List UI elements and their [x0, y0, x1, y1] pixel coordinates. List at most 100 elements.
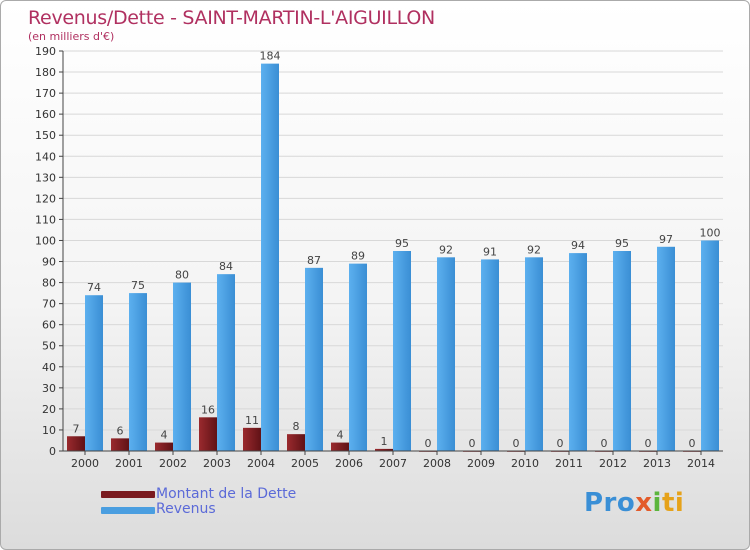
proxiti-logo: Proxiti: [584, 488, 685, 518]
revenue-value-label: 75: [131, 279, 145, 292]
revenue-value-label: 84: [219, 260, 233, 273]
revenue-bar: [437, 257, 455, 451]
revenue-bar: [393, 251, 411, 451]
y-tick-label: 130: [35, 171, 56, 184]
x-tick-label: 2009: [467, 457, 495, 470]
revenue-value-label: 80: [175, 269, 189, 282]
y-tick-label: 60: [42, 319, 56, 332]
revenue-value-label: 89: [351, 250, 365, 263]
x-tick-label: 2005: [291, 457, 319, 470]
x-tick-label: 2004: [247, 457, 275, 470]
y-tick-label: 100: [35, 234, 56, 247]
x-tick-label: 2010: [511, 457, 539, 470]
revenue-value-label: 184: [260, 50, 281, 63]
revenue-bar: [85, 295, 103, 451]
y-tick-label: 90: [42, 256, 56, 269]
y-tick-label: 20: [42, 403, 56, 416]
revenue-bar: [217, 274, 235, 451]
x-tick-label: 2003: [203, 457, 231, 470]
debt-value-label: 7: [73, 422, 80, 435]
x-tick-label: 2006: [335, 457, 363, 470]
y-tick-label: 190: [35, 45, 56, 58]
debt-value-label: 4: [161, 429, 168, 442]
y-tick-label: 0: [49, 445, 56, 458]
revenue-value-label: 92: [439, 243, 453, 256]
revenue-bar: [569, 253, 587, 451]
y-tick-label: 160: [35, 108, 56, 121]
legend-swatch-revenue: [101, 507, 155, 514]
debt-value-label: 11: [245, 414, 259, 427]
debt-bar: [199, 417, 217, 451]
y-tick-label: 10: [42, 424, 56, 437]
debt-value-label: 0: [425, 437, 432, 450]
revenue-value-label: 100: [700, 226, 721, 239]
revenue-value-label: 74: [87, 281, 101, 294]
debt-value-label: 4: [337, 429, 344, 442]
y-tick-label: 80: [42, 277, 56, 290]
debt-bar: [155, 442, 173, 451]
y-tick-label: 170: [35, 87, 56, 100]
x-tick-label: 2002: [159, 457, 187, 470]
y-tick-label: 140: [35, 150, 56, 163]
y-tick-label: 50: [42, 340, 56, 353]
debt-value-label: 0: [513, 437, 520, 450]
debt-value-label: 0: [689, 437, 696, 450]
chart-title: Revenus/Dette - SAINT-MARTIN-L'AIGUILLON: [28, 7, 435, 29]
revenue-value-label: 95: [615, 237, 629, 250]
revenue-bar: [305, 267, 323, 451]
debt-bar: [331, 442, 349, 451]
y-tick-label: 120: [35, 192, 56, 205]
debt-value-label: 8: [293, 420, 300, 433]
x-tick-label: 2007: [379, 457, 407, 470]
debt-value-label: 0: [469, 437, 476, 450]
revenue-bar: [481, 259, 499, 451]
debt-value-label: 0: [601, 437, 608, 450]
y-tick-label: 150: [35, 129, 56, 142]
bars: [67, 63, 719, 452]
revenue-bar: [657, 246, 675, 451]
y-tick-label: 180: [35, 66, 56, 79]
revenue-value-label: 92: [527, 243, 541, 256]
debt-value-label: 1: [381, 435, 388, 448]
revenue-value-label: 87: [307, 254, 321, 267]
x-tick-label: 2011: [555, 457, 583, 470]
debt-bar: [67, 436, 85, 451]
chart-subtitle: (en milliers d'€): [28, 30, 115, 43]
revenue-bar: [261, 63, 279, 451]
legend-label-revenue: Revenus: [156, 501, 216, 517]
debt-value-label: 0: [645, 437, 652, 450]
x-tick-label: 2000: [71, 457, 99, 470]
revenue-bar: [129, 293, 147, 451]
axes: 0102030405060708090100110120130140150160…: [35, 45, 723, 470]
revenue-bar: [525, 257, 543, 451]
y-tick-label: 30: [42, 382, 56, 395]
debt-value-label: 16: [201, 403, 215, 416]
debt-bar: [375, 448, 393, 451]
debt-bar: [243, 427, 261, 451]
y-tick-label: 110: [35, 213, 56, 226]
x-tick-label: 2012: [599, 457, 627, 470]
debt-bar: [287, 434, 305, 451]
debt-value-label: 6: [117, 424, 124, 437]
y-tick-label: 40: [42, 361, 56, 374]
x-tick-label: 2008: [423, 457, 451, 470]
revenue-value-label: 91: [483, 245, 497, 258]
debt-value-label: 0: [557, 437, 564, 450]
revenue-value-label: 94: [571, 239, 585, 252]
revenue-bar: [701, 240, 719, 451]
legend-label-debt: Montant de la Dette: [156, 486, 297, 502]
x-tick-label: 2001: [115, 457, 143, 470]
revenue-value-label: 95: [395, 237, 409, 250]
x-tick-label: 2014: [687, 457, 715, 470]
data-labels: 7 74 6 75 4 80 16 84 11 184 8 87 4 89 1 95 0 92 0 91 0 92 0 94 0…: [73, 50, 721, 450]
revenue-bar: [613, 251, 631, 451]
legend-swatch-debt: [101, 491, 155, 498]
y-tick-label: 70: [42, 298, 56, 311]
debt-bar: [111, 438, 129, 451]
revenue-value-label: 97: [659, 233, 673, 246]
x-tick-label: 2013: [643, 457, 671, 470]
revenue-bar: [349, 263, 367, 451]
revenue-bar: [173, 282, 191, 451]
